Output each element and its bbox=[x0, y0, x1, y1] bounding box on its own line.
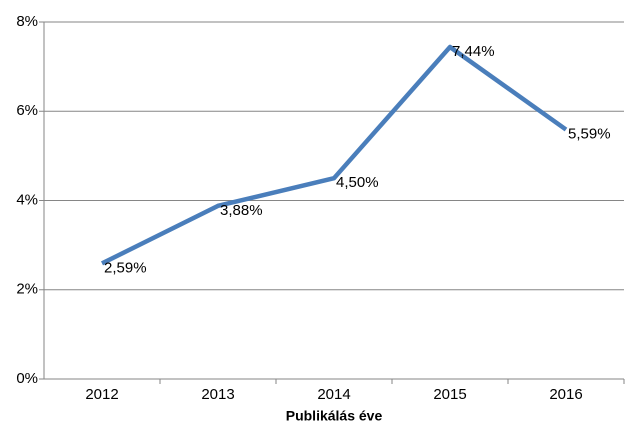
x-tick-label: 2015 bbox=[433, 386, 466, 403]
y-tick-label: 8% bbox=[16, 13, 38, 30]
y-tick-label: 6% bbox=[16, 102, 38, 119]
y-tick-label: 2% bbox=[16, 281, 38, 298]
data-label: 4,50% bbox=[336, 174, 379, 191]
data-label: 3,88% bbox=[220, 202, 263, 219]
data-label: 2,59% bbox=[104, 259, 147, 276]
x-tick-label: 2016 bbox=[549, 386, 582, 403]
x-tick-label: 2014 bbox=[317, 386, 350, 403]
x-tick-label: 2013 bbox=[201, 386, 234, 403]
y-tick-label: 0% bbox=[16, 370, 38, 387]
x-tick-label: 2012 bbox=[85, 386, 118, 403]
data-label: 5,59% bbox=[568, 126, 611, 143]
y-tick-label: 4% bbox=[16, 191, 38, 208]
line bbox=[100, 44, 568, 266]
data-label: 7,44% bbox=[452, 43, 495, 60]
x-axis-label: Publikálás éve bbox=[286, 408, 383, 424]
